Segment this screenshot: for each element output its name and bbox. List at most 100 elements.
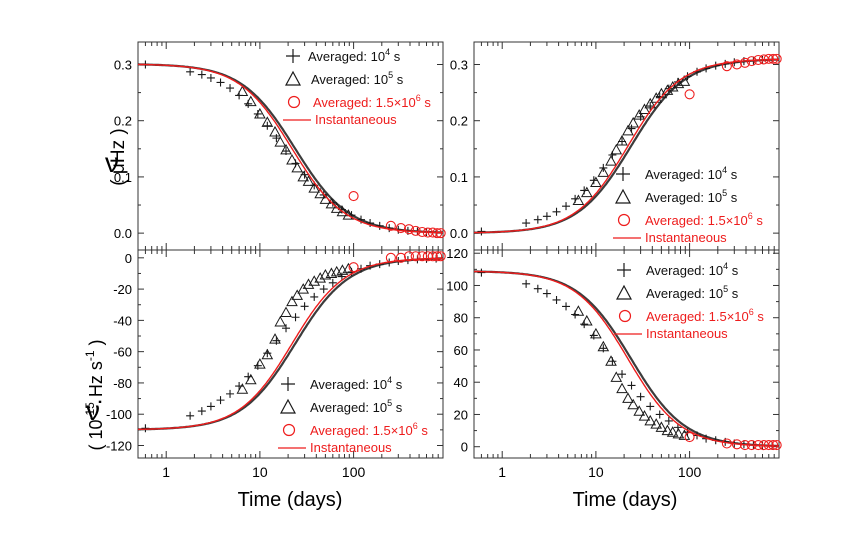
y-tick-label: -100 bbox=[106, 407, 132, 422]
plus-marker bbox=[477, 227, 486, 236]
instantaneous-curve bbox=[474, 58, 779, 234]
circle-marker bbox=[395, 223, 406, 234]
circle-marker bbox=[403, 251, 415, 262]
circle-marker bbox=[348, 190, 359, 202]
y-tick-label: -20 bbox=[113, 282, 132, 297]
triangle-marker bbox=[254, 358, 266, 369]
y-tick-label: 120 bbox=[446, 246, 468, 261]
plus-marker bbox=[533, 284, 542, 293]
plus-marker bbox=[664, 416, 673, 425]
legend-label: Averaged: 104 s bbox=[645, 165, 738, 182]
instantaneous-curve bbox=[474, 270, 780, 447]
legend-entry-instantaneous: Instantaneous bbox=[614, 326, 728, 341]
circle-marker bbox=[739, 57, 751, 68]
triangle-marker bbox=[627, 116, 640, 128]
triangle-marker bbox=[655, 421, 668, 432]
legend-entry-averaged-1e5: Averaged: 105 s bbox=[279, 398, 403, 415]
legend-label: Instantaneous bbox=[645, 230, 727, 245]
triangle-marker bbox=[678, 429, 691, 440]
legend-label: Instantaneous bbox=[310, 440, 392, 455]
legend-label: Averaged: 104 s bbox=[646, 261, 739, 278]
circle-marker bbox=[684, 431, 695, 443]
y-label-bottom-symbol: ν̇ bbox=[86, 395, 102, 426]
triangle-marker bbox=[590, 327, 602, 339]
plus-marker bbox=[186, 411, 195, 420]
circle-marker bbox=[721, 61, 732, 72]
plus-marker bbox=[522, 219, 531, 228]
y-tick-label: 80 bbox=[454, 311, 468, 326]
plus-marker bbox=[216, 396, 225, 405]
triangle-marker bbox=[580, 314, 593, 326]
triangle-marker bbox=[291, 161, 304, 173]
triangle-marker bbox=[286, 295, 298, 307]
plus-marker bbox=[477, 268, 486, 277]
panel-bottom-right: 1 10 100 0 20 40 60 80 100 120 bbox=[446, 246, 782, 480]
triangle-marker bbox=[597, 166, 610, 177]
circle-marker bbox=[410, 251, 421, 262]
legend-entry-averaged-1e5: Averaged: 105 s bbox=[615, 284, 739, 301]
circle-marker bbox=[731, 59, 742, 70]
legend-bottom-right: Averaged: 104 s Averaged: 105 s Averaged… bbox=[614, 261, 764, 341]
y-label-bottom-unit: ( 10-15 Hz s-1 ) bbox=[83, 339, 106, 450]
plot-frame bbox=[137, 249, 444, 459]
y-label-top-symbol: ν bbox=[105, 147, 119, 178]
plus-marker bbox=[226, 389, 235, 398]
triangle-marker bbox=[616, 382, 628, 394]
triangle-marker bbox=[325, 267, 338, 278]
plus-marker bbox=[319, 285, 328, 294]
y-tick-label: 0.1 bbox=[450, 170, 468, 185]
triangle-marker bbox=[638, 103, 651, 114]
circle-marker bbox=[684, 89, 695, 100]
triangle-marker bbox=[336, 205, 349, 217]
y-tick-label: -60 bbox=[113, 345, 132, 360]
legend-circle-marker bbox=[618, 309, 632, 323]
triangle-marker bbox=[330, 202, 343, 213]
legend-entry-instantaneous: Instantaneous bbox=[278, 440, 392, 455]
legend-label: Instantaneous bbox=[315, 112, 397, 127]
plus-marker bbox=[206, 402, 215, 411]
triangle-marker bbox=[666, 80, 679, 92]
legend-entry-averaged-1-5e6: Averaged: 1.5×106 s bbox=[617, 211, 763, 228]
legend-plus-marker bbox=[281, 377, 295, 391]
triangle-marker bbox=[661, 424, 674, 436]
y-tick-label: 0.2 bbox=[114, 114, 132, 129]
x-label-right: Time (days) bbox=[573, 489, 678, 511]
plus-marker bbox=[552, 295, 561, 304]
legend-plus-marker bbox=[617, 263, 631, 277]
triangle-marker bbox=[572, 305, 585, 316]
x-tick-label: 10 bbox=[252, 464, 268, 480]
plus-marker bbox=[328, 278, 337, 287]
plus-marker bbox=[141, 424, 150, 433]
triangle-marker bbox=[672, 427, 685, 439]
plus-marker bbox=[533, 215, 542, 224]
triangle-marker bbox=[297, 170, 310, 182]
y-tick-label: 100 bbox=[446, 278, 468, 293]
x-label-left: Time (days) bbox=[238, 489, 343, 511]
y-tick-label: -120 bbox=[106, 438, 132, 453]
triangle-marker bbox=[274, 136, 287, 147]
triangle-marker bbox=[610, 371, 623, 382]
plus-marker bbox=[646, 102, 655, 111]
legend-label: Averaged: 1.5×106 s bbox=[313, 93, 431, 110]
instantaneous-curve bbox=[138, 63, 443, 234]
triangle-marker bbox=[314, 272, 327, 283]
triangle-marker bbox=[633, 405, 646, 416]
triangle-marker bbox=[261, 116, 274, 127]
legend-label: Averaged: 105 s bbox=[646, 284, 739, 301]
x-tick-label: 10 bbox=[588, 464, 604, 480]
plus-marker bbox=[646, 402, 655, 411]
circle-marker bbox=[403, 224, 415, 235]
y-label-bottom: ν̇ ( 10-15 Hz s-1 ) bbox=[83, 339, 106, 450]
triangle-marker bbox=[638, 410, 651, 421]
triangle-marker bbox=[678, 75, 691, 86]
legend-plus-marker bbox=[616, 167, 630, 181]
triangle-marker bbox=[644, 97, 657, 109]
legend-triangle-marker bbox=[615, 284, 633, 300]
triangle-marker bbox=[254, 107, 266, 119]
y-tick-label: 0.0 bbox=[450, 226, 468, 241]
triangle-marker bbox=[269, 125, 281, 137]
triangle-marker bbox=[605, 155, 617, 166]
triangle-marker bbox=[622, 124, 634, 136]
plus-marker bbox=[226, 84, 235, 93]
legend-entry-averaged-1e4: Averaged: 104 s bbox=[286, 47, 401, 64]
